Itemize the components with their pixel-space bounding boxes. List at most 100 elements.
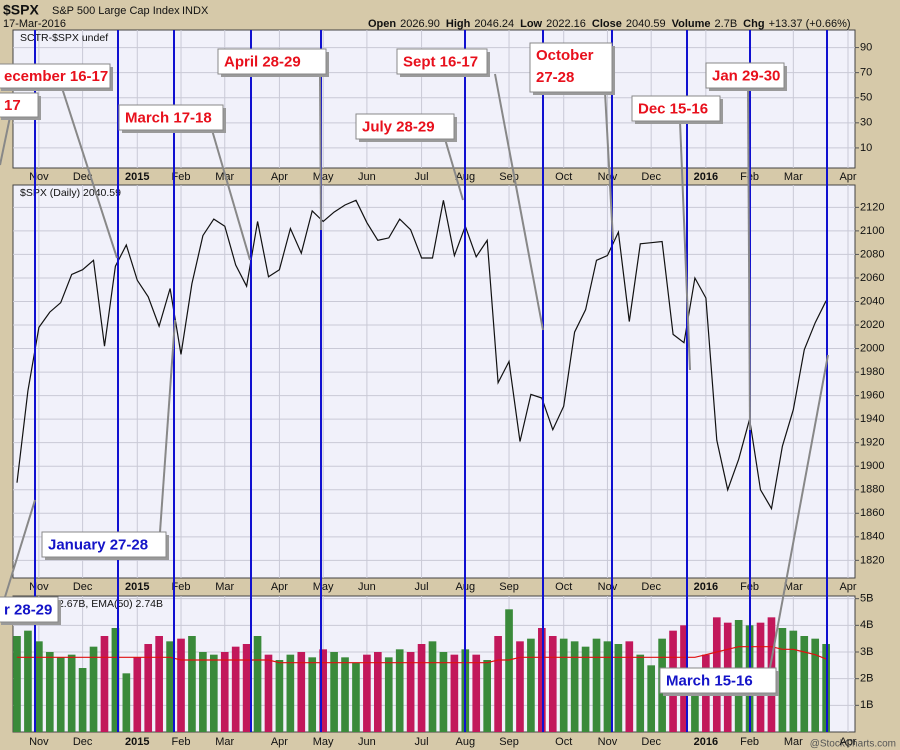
volume-bar — [100, 636, 109, 732]
x-tick-label: Sep — [499, 736, 519, 748]
y-tick-label: 1B — [860, 699, 873, 711]
watermark: @StockCharts.com — [810, 739, 896, 750]
quote-value: 2040.59 — [626, 18, 666, 30]
callout-line — [444, 138, 464, 201]
y-tick-label: 3B — [860, 646, 873, 658]
x-tick-label: 2015 — [125, 736, 149, 748]
volume-bar — [374, 652, 382, 732]
x-tick-label: Nov — [29, 581, 49, 593]
callout-box — [659, 667, 777, 694]
price-line — [16, 199, 827, 511]
y-tick-label: 2080 — [860, 248, 884, 260]
x-tick-label: Mar — [784, 171, 803, 183]
volume-bar — [636, 654, 645, 732]
callout-text: January 27-28 — [48, 536, 148, 553]
volume-bar — [319, 649, 327, 732]
y-tick-label: 1820 — [860, 554, 884, 566]
quote-label: High — [446, 18, 471, 30]
callout-text: 17 — [4, 97, 21, 114]
plot-area — [13, 596, 855, 732]
callout-text: April 28-29 — [224, 53, 301, 70]
volume-bar — [592, 638, 601, 732]
y-tick-label: 2120 — [860, 201, 884, 213]
callout-line — [319, 73, 322, 231]
y-tick-label: 5B — [860, 593, 873, 605]
x-tick-label: Jul — [415, 736, 429, 748]
x-tick-label: Dec — [73, 171, 93, 183]
date: 17-Mar-2016 — [3, 18, 66, 30]
volume-bar — [625, 641, 634, 732]
volume-bar — [494, 636, 502, 732]
volume-bar — [56, 657, 65, 732]
x-tick-label: 2016 — [694, 736, 718, 748]
x-tick-label: Dec — [641, 171, 661, 183]
volume-bar — [166, 641, 174, 732]
x-tick-label: Apr — [271, 736, 288, 748]
x-tick-label: Feb — [172, 581, 191, 593]
x-tick-label: 2016 — [694, 581, 718, 593]
callout-line — [61, 87, 118, 259]
volume-bar — [144, 644, 153, 732]
y-tick-label: 1960 — [860, 390, 884, 402]
volume-bar — [417, 644, 426, 732]
x-tick-label: Oct — [555, 171, 572, 183]
volume-bar — [559, 638, 568, 732]
x-tick-label: Apr — [839, 736, 856, 748]
volume-bar — [428, 641, 437, 732]
callout-text: July 28-29 — [362, 118, 435, 135]
x-tick-label: Mar — [215, 736, 234, 748]
x-tick-label: May — [313, 736, 334, 748]
panel-title: SCTR-$SPX undef — [20, 32, 108, 44]
callout-box — [529, 42, 613, 93]
callout-line — [604, 91, 614, 241]
panel — [12, 184, 856, 579]
quote-value: +13.37 (+0.66%) — [769, 18, 851, 30]
x-tick-label: Nov — [598, 581, 618, 593]
x-tick-label: 2015 — [125, 581, 149, 593]
callout-box — [631, 95, 721, 122]
volume-bar — [220, 652, 229, 732]
volume-bar — [516, 641, 524, 732]
x-tick-label: Dec — [641, 581, 661, 593]
callout-line — [747, 87, 751, 431]
y-tick-label: 70 — [860, 67, 872, 79]
x-tick-label: Feb — [740, 736, 759, 748]
ema-line — [17, 646, 827, 664]
x-tick-label: Jul — [415, 171, 429, 183]
callout-text: 27-28 — [536, 69, 574, 86]
quote-value: 2022.16 — [546, 18, 586, 30]
callout-box — [118, 104, 224, 131]
volume-bar — [439, 652, 448, 732]
volume-bar — [155, 636, 163, 732]
quote-value: 2046.24 — [474, 18, 514, 30]
y-tick-label: 10 — [860, 142, 872, 154]
volume-bar — [363, 654, 371, 732]
volume-bar — [341, 657, 349, 732]
y-tick-label: 1940 — [860, 413, 884, 425]
volume-bar — [548, 636, 557, 732]
y-tick-label: 2B — [860, 673, 873, 685]
volume-bar — [570, 641, 579, 732]
x-tick-label: Nov — [598, 171, 618, 183]
volume-bar — [177, 638, 185, 732]
y-tick-label: 1920 — [860, 437, 884, 449]
x-tick-label: Jul — [415, 581, 429, 593]
x-tick-label: Dec — [73, 581, 93, 593]
y-tick-label: 2020 — [860, 319, 884, 331]
callout-text: October — [536, 47, 594, 64]
x-tick-label: May — [313, 171, 334, 183]
volume-bar — [275, 660, 284, 732]
x-tick-label: Apr — [271, 581, 288, 593]
volume-bar — [188, 636, 196, 732]
x-tick-label: Mar — [784, 581, 803, 593]
volume-bar — [330, 652, 338, 732]
volume-bar — [122, 673, 131, 732]
volume-bar — [406, 652, 415, 732]
volume-bar — [789, 630, 798, 732]
volume-bar — [199, 652, 207, 732]
x-tick-label: Apr — [271, 171, 288, 183]
x-tick-label: Nov — [598, 736, 618, 748]
volume-bar — [483, 660, 491, 732]
